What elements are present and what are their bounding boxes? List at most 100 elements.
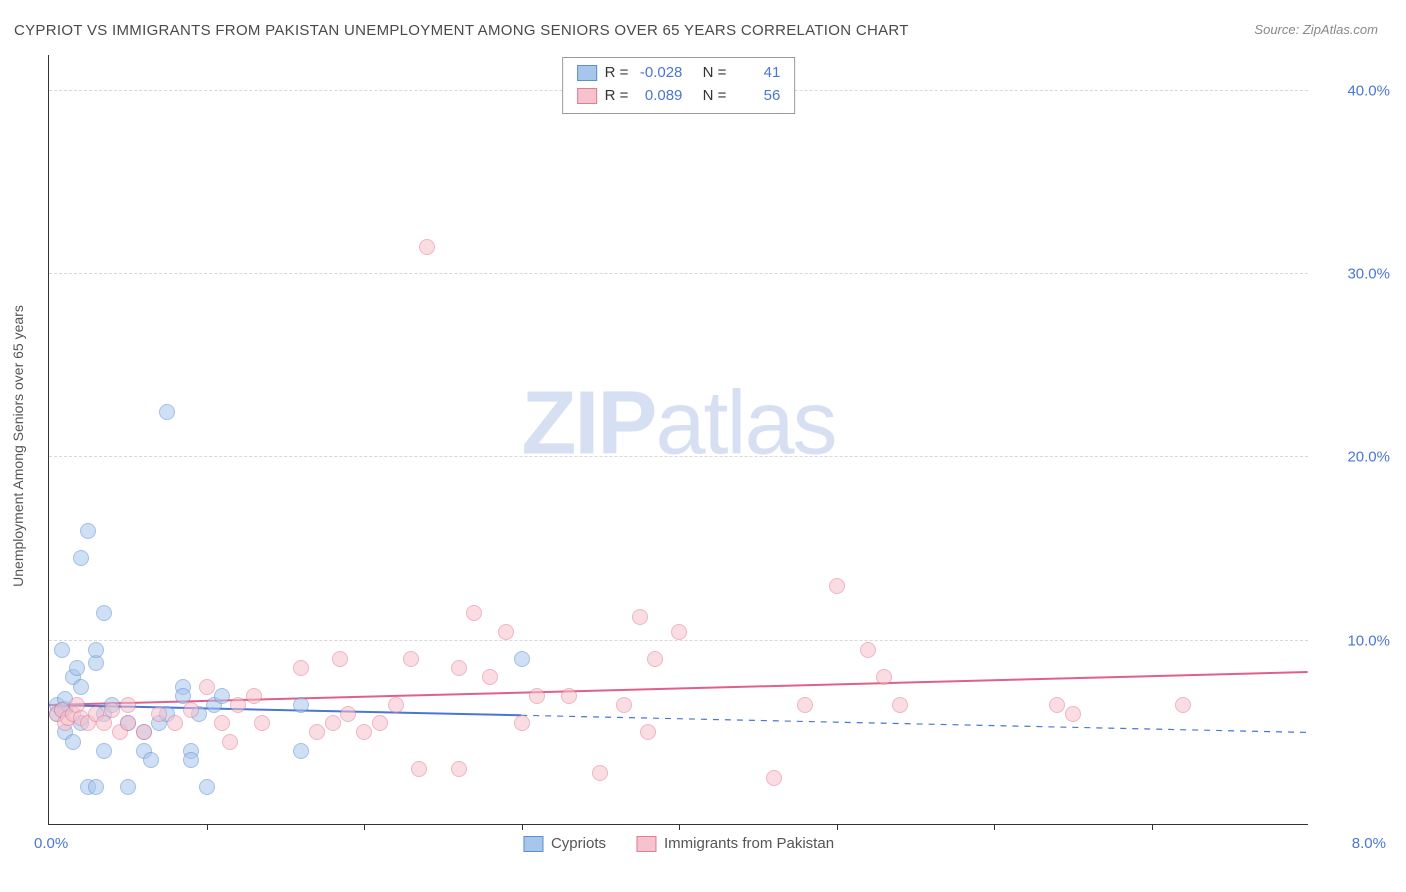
source-attribution: Source: ZipAtlas.com bbox=[1254, 22, 1378, 37]
data-point bbox=[214, 715, 230, 731]
data-point bbox=[230, 697, 246, 713]
stats-row-2: R = 0.089 N = 56 bbox=[577, 85, 781, 108]
y-tick-label: 40.0% bbox=[1320, 82, 1390, 99]
data-point bbox=[332, 651, 348, 667]
n-label-1: N = bbox=[703, 62, 727, 85]
data-point bbox=[616, 697, 632, 713]
data-point bbox=[175, 688, 191, 704]
r-label-1: R = bbox=[605, 62, 629, 85]
data-point bbox=[514, 715, 530, 731]
data-point bbox=[451, 761, 467, 777]
chart-title: CYPRIOT VS IMMIGRANTS FROM PAKISTAN UNEM… bbox=[14, 22, 909, 39]
data-point bbox=[199, 679, 215, 695]
r-value-2: 0.089 bbox=[636, 85, 682, 108]
data-point bbox=[1049, 697, 1065, 713]
data-point bbox=[466, 605, 482, 621]
data-point bbox=[372, 715, 388, 731]
legend-swatch-2 bbox=[636, 836, 656, 852]
data-point bbox=[411, 761, 427, 777]
data-point bbox=[88, 779, 104, 795]
y-tick-label: 20.0% bbox=[1320, 449, 1390, 466]
data-point bbox=[222, 734, 238, 750]
data-point bbox=[403, 651, 419, 667]
data-point bbox=[104, 702, 120, 718]
data-point bbox=[136, 724, 152, 740]
x-min-label: 0.0% bbox=[34, 835, 68, 852]
r-value-1: -0.028 bbox=[636, 62, 682, 85]
legend-swatch-1 bbox=[523, 836, 543, 852]
data-point bbox=[388, 697, 404, 713]
data-point bbox=[293, 697, 309, 713]
n-label-2: N = bbox=[703, 85, 727, 108]
swatch-series-2 bbox=[577, 88, 597, 104]
data-point bbox=[498, 624, 514, 640]
data-point bbox=[96, 743, 112, 759]
data-point bbox=[860, 642, 876, 658]
data-point bbox=[293, 660, 309, 676]
data-point bbox=[766, 770, 782, 786]
y-tick-label: 10.0% bbox=[1320, 632, 1390, 649]
data-point bbox=[876, 669, 892, 685]
data-point bbox=[309, 724, 325, 740]
n-value-1: 41 bbox=[734, 62, 780, 85]
data-point bbox=[892, 697, 908, 713]
y-axis-label: Unemployment Among Seniors over 65 years bbox=[10, 305, 26, 587]
data-point bbox=[96, 605, 112, 621]
bottom-legend: Cypriots Immigrants from Pakistan bbox=[523, 835, 834, 852]
data-point bbox=[246, 688, 262, 704]
data-point bbox=[561, 688, 577, 704]
source-label: Source: bbox=[1254, 22, 1299, 37]
data-point bbox=[199, 779, 215, 795]
data-point bbox=[159, 404, 175, 420]
data-point bbox=[640, 724, 656, 740]
data-point bbox=[356, 724, 372, 740]
data-point bbox=[829, 578, 845, 594]
data-point bbox=[69, 660, 85, 676]
data-point bbox=[167, 715, 183, 731]
data-point bbox=[151, 706, 167, 722]
data-point bbox=[293, 743, 309, 759]
data-point bbox=[419, 239, 435, 255]
data-point bbox=[1065, 706, 1081, 722]
data-point bbox=[183, 752, 199, 768]
data-point bbox=[73, 550, 89, 566]
data-point bbox=[592, 765, 608, 781]
data-point bbox=[120, 779, 136, 795]
data-point bbox=[797, 697, 813, 713]
data-point bbox=[120, 715, 136, 731]
source-link[interactable]: ZipAtlas.com bbox=[1303, 22, 1378, 37]
data-point bbox=[254, 715, 270, 731]
data-point bbox=[671, 624, 687, 640]
legend-label-1: Cypriots bbox=[551, 835, 606, 852]
data-point bbox=[80, 523, 96, 539]
data-point bbox=[214, 688, 230, 704]
y-tick-label: 30.0% bbox=[1320, 266, 1390, 283]
data-point bbox=[647, 651, 663, 667]
data-point bbox=[529, 688, 545, 704]
swatch-series-1 bbox=[577, 65, 597, 81]
data-point bbox=[65, 734, 81, 750]
stats-row-1: R = -0.028 N = 41 bbox=[577, 62, 781, 85]
data-point bbox=[632, 609, 648, 625]
x-max-label: 8.0% bbox=[1352, 835, 1386, 852]
data-point bbox=[54, 642, 70, 658]
data-point bbox=[514, 651, 530, 667]
r-label-2: R = bbox=[605, 85, 629, 108]
legend-item-1: Cypriots bbox=[523, 835, 606, 852]
data-point bbox=[451, 660, 467, 676]
plot-area: ZIPatlas 10.0%20.0%30.0%40.0% 0.0% 8.0% … bbox=[48, 55, 1308, 825]
data-point bbox=[73, 679, 89, 695]
data-point bbox=[88, 642, 104, 658]
data-point bbox=[340, 706, 356, 722]
data-point bbox=[482, 669, 498, 685]
n-value-2: 56 bbox=[734, 85, 780, 108]
data-point bbox=[1175, 697, 1191, 713]
data-point bbox=[143, 752, 159, 768]
data-point bbox=[183, 702, 199, 718]
watermark-light: atlas bbox=[655, 374, 835, 474]
legend-item-2: Immigrants from Pakistan bbox=[636, 835, 834, 852]
data-point bbox=[120, 697, 136, 713]
data-point bbox=[325, 715, 341, 731]
legend-label-2: Immigrants from Pakistan bbox=[664, 835, 834, 852]
watermark-bold: ZIP bbox=[521, 374, 655, 474]
